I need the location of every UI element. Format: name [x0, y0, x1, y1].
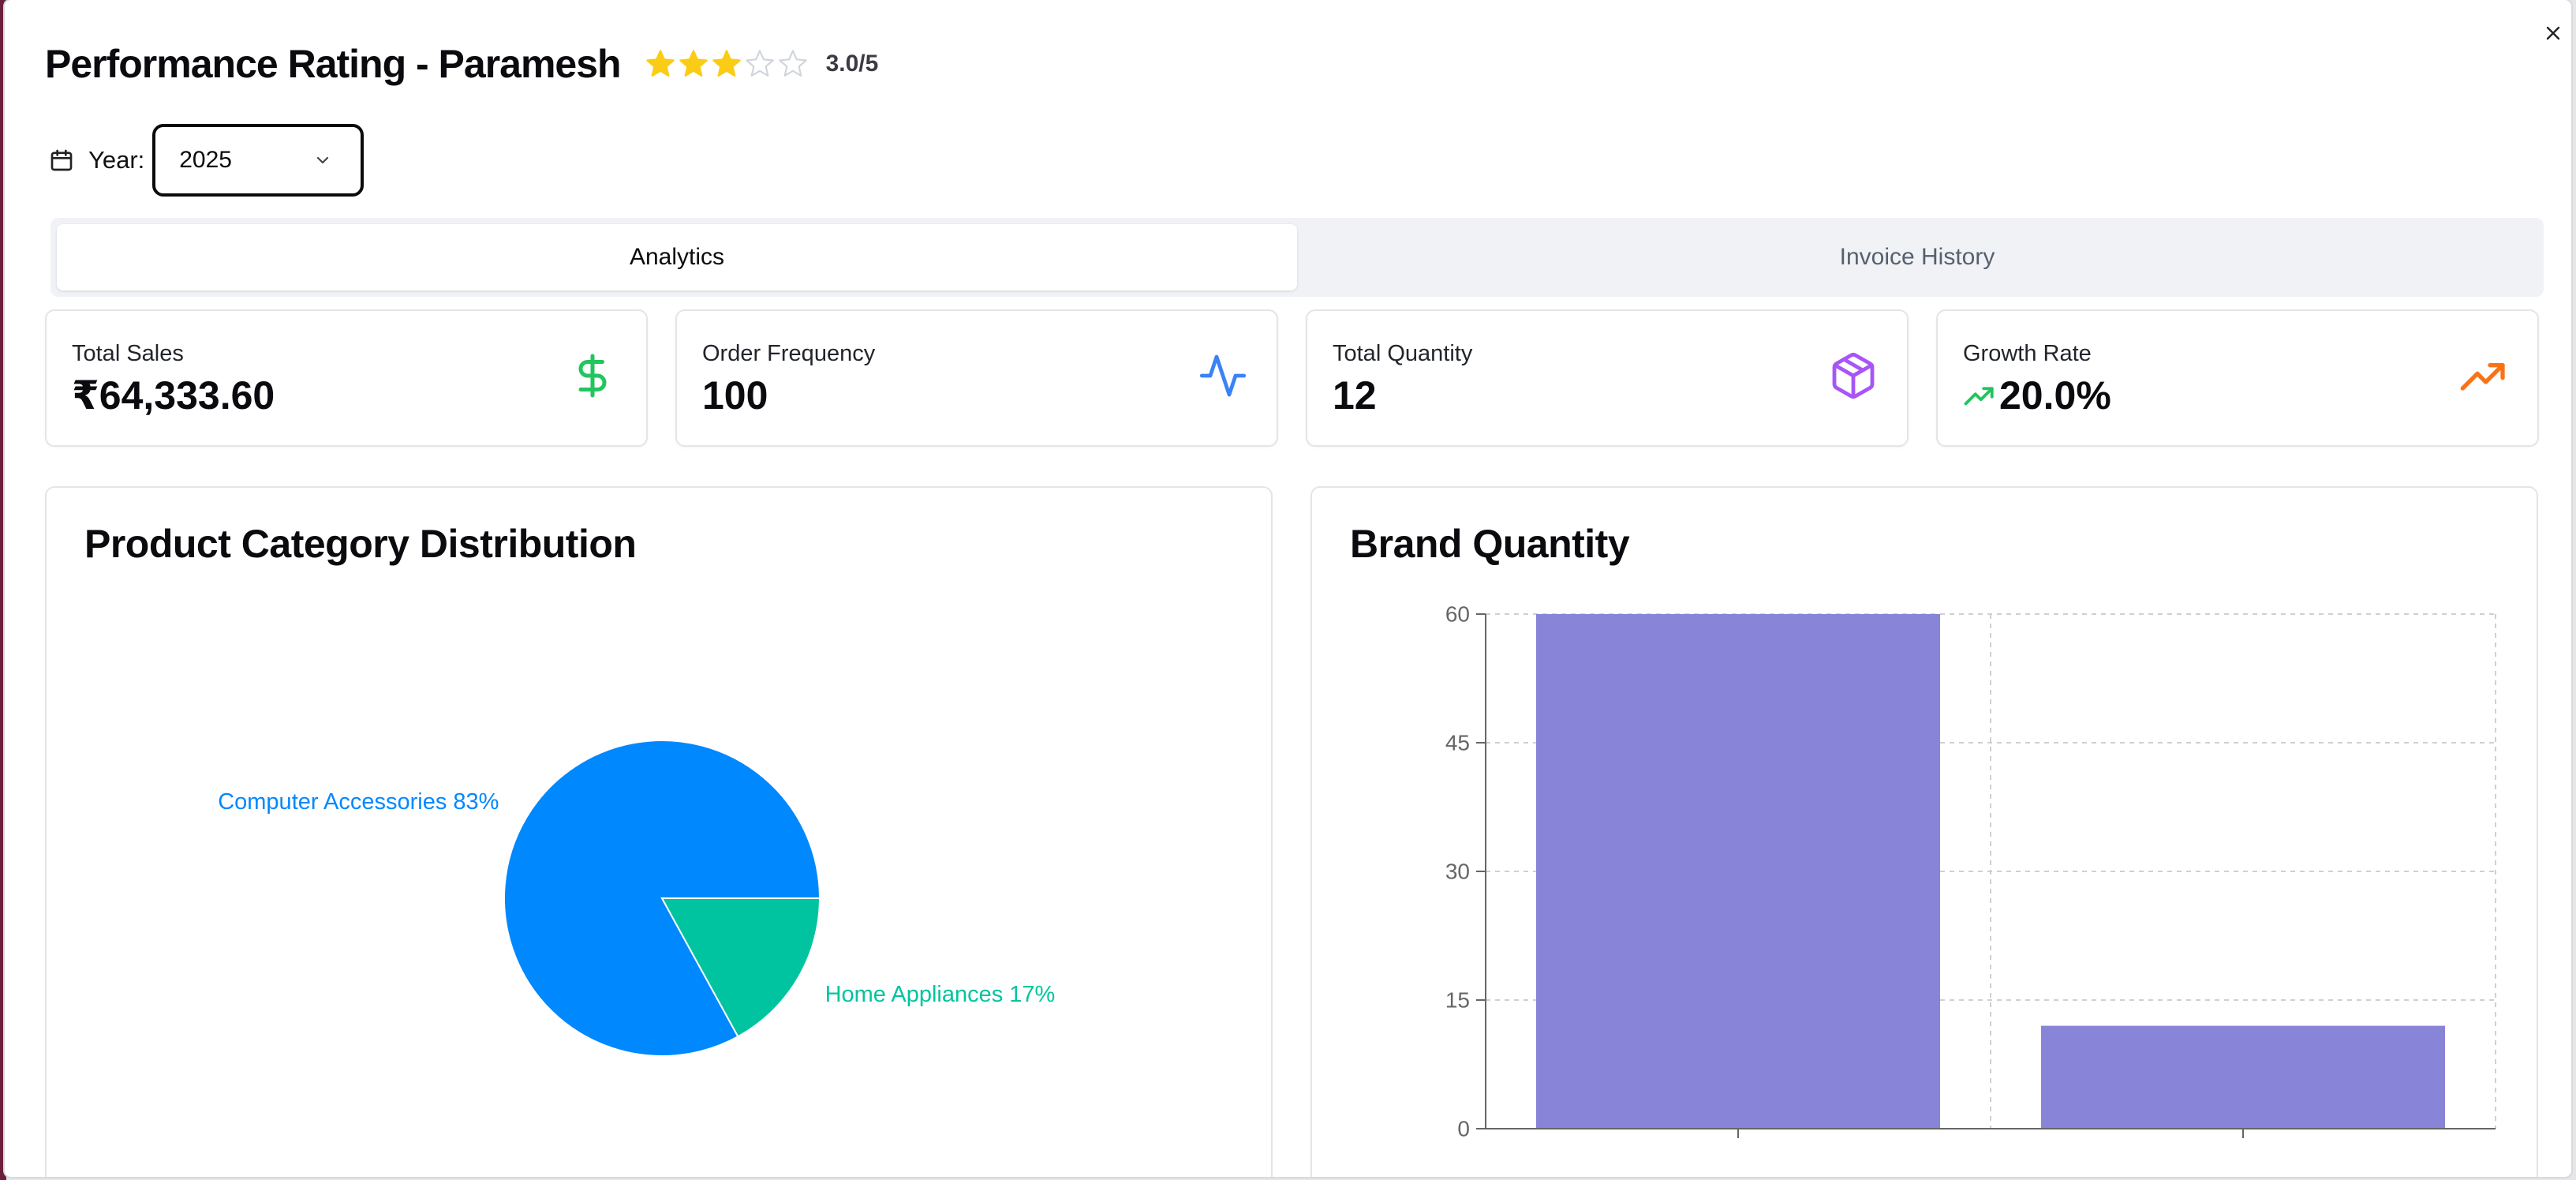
stat-card-total-sales: Total Sales ₹64,333.60 — [45, 309, 648, 447]
stat-label: Total Sales — [72, 341, 184, 366]
tab-bar: Analytics Invoice History — [50, 218, 2544, 297]
y-tick-label: 45 — [1445, 731, 1470, 755]
year-label: Year: — [88, 146, 145, 174]
package-icon — [1825, 347, 1882, 404]
y-tick-label: 0 — [1457, 1117, 1470, 1141]
star-filled-icon — [645, 50, 675, 77]
y-tick-label: 30 — [1445, 860, 1470, 884]
page-title: Performance Rating - Paramesh — [45, 42, 622, 86]
stat-value: 100 — [702, 373, 768, 418]
calendar-icon — [50, 149, 73, 171]
trending-up-icon — [2455, 347, 2512, 404]
close-button[interactable] — [2537, 17, 2569, 49]
stat-value-text: 12 — [1333, 373, 1377, 418]
y-tick-label: 15 — [1445, 988, 1470, 1013]
stat-value: 12 — [1333, 373, 1377, 418]
chevron-down-icon — [317, 156, 329, 164]
pie-label: Home Appliances 17% — [825, 982, 1056, 1007]
panel-title: Brand Quantity — [1350, 522, 1630, 566]
stat-value-text: 100 — [702, 373, 768, 418]
bar[interactable] — [1536, 614, 1940, 1129]
stat-card-growth-rate: Growth Rate 20.0% — [1936, 309, 2539, 447]
tab-analytics[interactable]: Analytics — [57, 224, 1297, 290]
dollar-sign-icon — [564, 347, 621, 404]
performance-rating-modal: Performance Rating - Paramesh 3.0/5 Year… — [5, 0, 2571, 1177]
pie-slice-home-appliances[interactable] — [660, 897, 821, 1038]
stat-label: Order Frequency — [702, 341, 876, 366]
stat-value: ₹64,333.60 — [72, 373, 275, 418]
trending-up-small-icon — [1964, 387, 1994, 406]
rating-text: 3.0/5 — [825, 51, 879, 77]
year-select[interactable]: 2025 — [152, 124, 365, 197]
y-tick-label: 60 — [1445, 602, 1470, 627]
product-category-panel: Product Category Distribution Computer A… — [45, 486, 1273, 1177]
brand-quantity-panel: Brand Quantity 0 15 30 45 60 — [1310, 486, 2538, 1177]
stat-value-text: 20.0% — [1999, 373, 2111, 418]
stat-value-text: ₹64,333.60 — [72, 373, 275, 418]
bar-chart: 0 15 30 45 60 — [1445, 602, 2496, 1141]
stat-card-order-frequency: Order Frequency 100 — [675, 309, 1278, 447]
star-empty-icon — [745, 50, 774, 77]
star-filled-icon — [712, 50, 741, 77]
bar[interactable] — [2041, 1025, 2445, 1129]
pie-chart: Computer Accessories 83% Home Appliances … — [218, 740, 1056, 1057]
star-empty-icon — [778, 50, 807, 77]
activity-icon — [1195, 347, 1251, 404]
panel-title: Product Category Distribution — [84, 522, 637, 566]
stat-label: Growth Rate — [1963, 341, 2092, 366]
pie-label: Computer Accessories 83% — [218, 789, 499, 815]
tab-invoice-history[interactable]: Invoice History — [1839, 244, 1995, 270]
stat-value: 20.0% — [1963, 373, 2111, 418]
stat-card-total-quantity: Total Quantity 12 — [1306, 309, 1909, 447]
close-icon — [2546, 26, 2560, 40]
star-rating — [645, 48, 809, 80]
title-row: Performance Rating - Paramesh 3.0/5 — [45, 36, 878, 92]
year-value: 2025 — [179, 147, 232, 173]
stat-label: Total Quantity — [1333, 341, 1473, 366]
background-edge — [0, 0, 6, 1180]
year-filter: Year: 2025 — [49, 122, 365, 198]
star-filled-icon — [679, 50, 708, 77]
